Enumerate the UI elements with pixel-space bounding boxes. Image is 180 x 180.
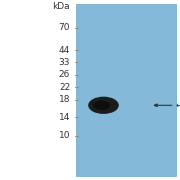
Text: 14: 14: [59, 112, 70, 122]
Text: 26: 26: [59, 70, 70, 79]
Ellipse shape: [93, 101, 110, 110]
Text: ←16kDa: ←16kDa: [176, 101, 180, 110]
Text: 70: 70: [59, 23, 70, 32]
Text: 10: 10: [59, 131, 70, 140]
Text: 44: 44: [59, 46, 70, 55]
Text: 33: 33: [59, 58, 70, 67]
Text: 22: 22: [59, 83, 70, 92]
Bar: [76, 4, 176, 176]
Ellipse shape: [88, 97, 119, 114]
Text: 18: 18: [59, 95, 70, 104]
Text: kDa: kDa: [53, 2, 70, 11]
